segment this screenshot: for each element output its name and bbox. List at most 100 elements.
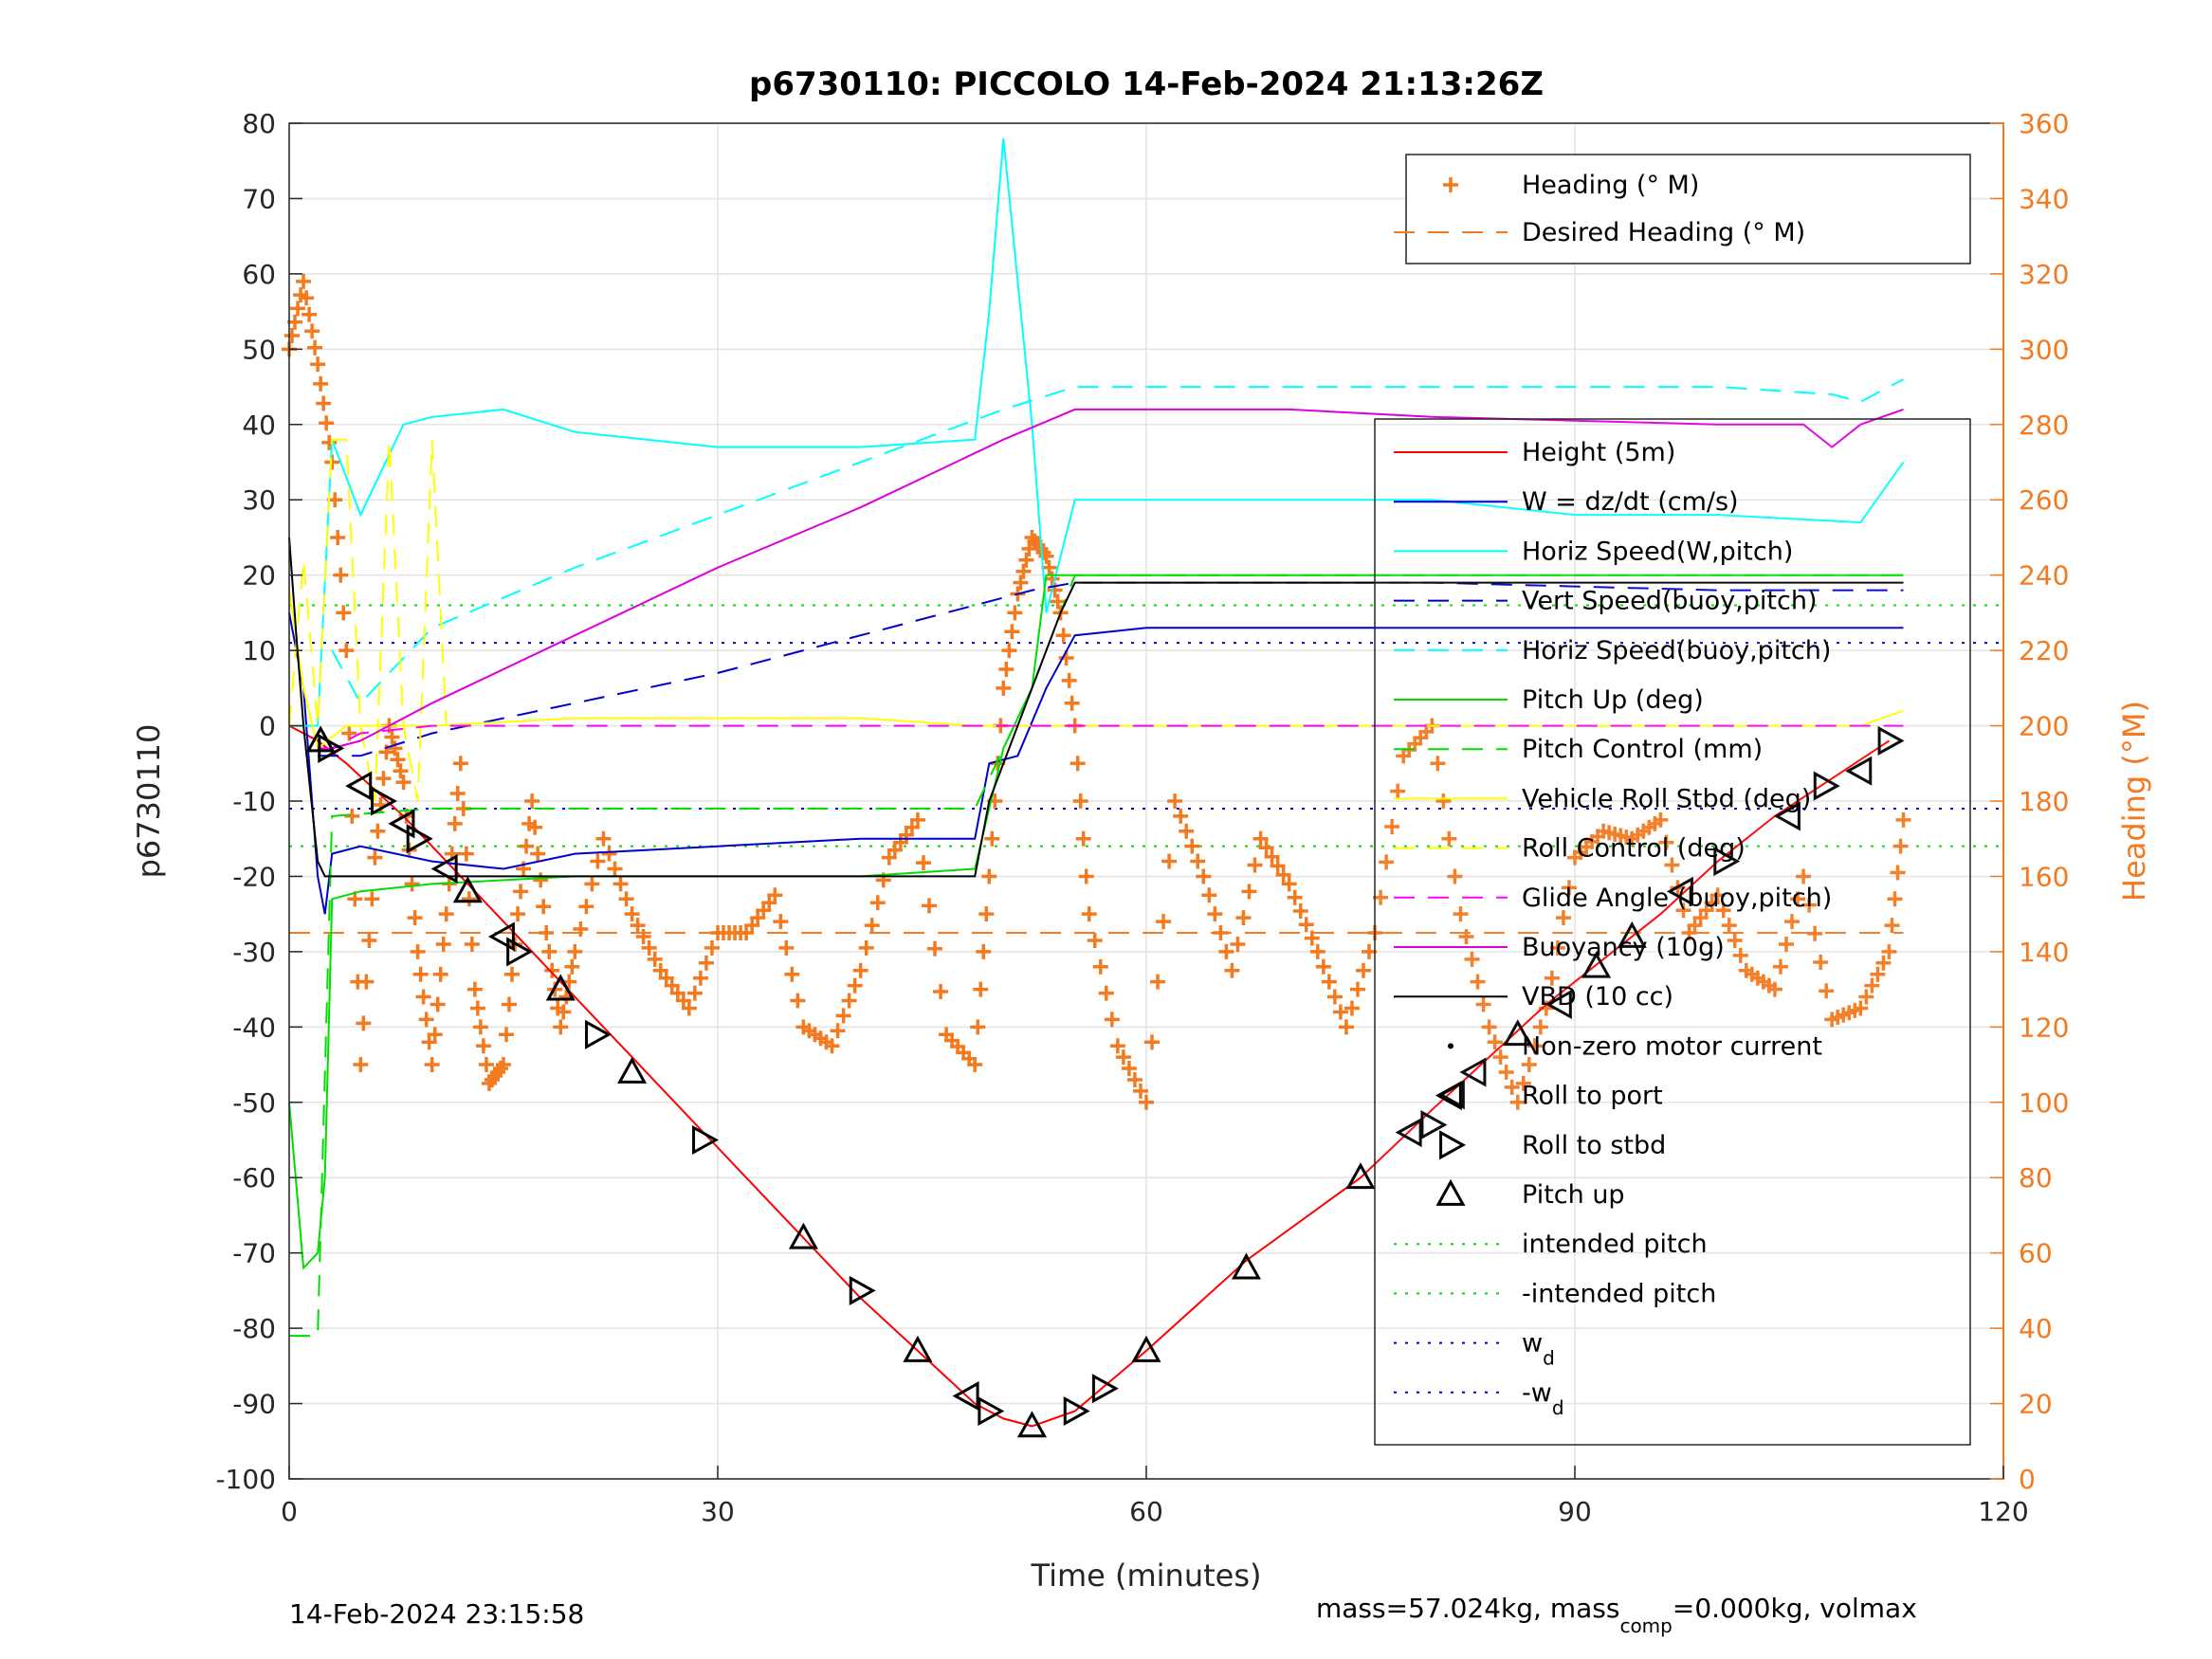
heading-point (1258, 840, 1274, 856)
legend-label: -wd (1522, 1378, 1564, 1419)
heading-point (1201, 887, 1217, 903)
marker-tri-up (1016, 1411, 1048, 1438)
marker-tri-right (1091, 1374, 1119, 1404)
heading-point (1007, 605, 1023, 621)
heading-point (1344, 1000, 1360, 1016)
y-tick-label: 30 (242, 484, 276, 516)
x-tick-label: 120 (1978, 1496, 2028, 1527)
heading-point (299, 290, 315, 306)
heading-point (1230, 936, 1246, 952)
heading-point (527, 819, 543, 835)
heading-point (1115, 1049, 1131, 1066)
marker-tri-up (1581, 951, 1612, 978)
heading-point (1252, 830, 1269, 847)
heading-point (313, 375, 329, 392)
y-right-tick-label: 200 (2019, 711, 2069, 742)
legend-swatch (1435, 1178, 1466, 1206)
heading-point (1509, 1094, 1526, 1110)
legend-label: Pitch Control (mm) (1522, 735, 1763, 764)
y-tick-label: 70 (242, 183, 276, 214)
heading-point (830, 1023, 846, 1039)
heading-point (1207, 906, 1223, 922)
legend-label: Horiz Speed(buoy,pitch) (1522, 636, 1831, 665)
legend-label-text: Vert Speed(buoy,pitch) (1522, 587, 1817, 616)
heading-point (567, 943, 583, 959)
legend-label-text: Desired Heading (° M) (1522, 218, 1805, 247)
heading-point (375, 771, 392, 787)
heading-point (778, 939, 795, 956)
y-tick-label: -80 (232, 1313, 276, 1344)
heading-point (1858, 989, 1874, 1005)
chart-title: p6730110: PICCOLO 14-Feb-2024 21:13:26Z (749, 65, 1544, 103)
y-right-tick-label: 80 (2019, 1162, 2053, 1194)
heading-point (1315, 958, 1331, 975)
y-tick-label: -100 (215, 1464, 276, 1495)
heading-point (438, 906, 454, 922)
heading-point (530, 846, 546, 862)
marker-tri-left (1845, 756, 1873, 786)
heading-point (573, 921, 589, 938)
legend-label-text: VBD (10 cc) (1522, 982, 1673, 1012)
heading-point (978, 906, 995, 922)
heading-point (1895, 811, 1911, 828)
heading-point (1156, 914, 1172, 930)
series-roll (288, 590, 1904, 751)
heading-point (336, 605, 352, 621)
heading-point (1778, 936, 1794, 952)
y-tick-label: 80 (242, 108, 276, 139)
legend-heading: Heading (° M) Desired Heading (° M) (1394, 154, 1971, 264)
heading-point (466, 981, 483, 997)
marker-tri-left (345, 771, 373, 801)
legend-label-text: -intended pitch (1522, 1279, 1716, 1308)
heading-point (1041, 559, 1057, 575)
heading-point (556, 1004, 572, 1020)
heading-point (418, 1012, 434, 1028)
heading-point (1384, 819, 1400, 835)
heading-point (344, 808, 360, 824)
heading-point (1709, 887, 1726, 903)
heading-point (1498, 1065, 1514, 1080)
legend-label-text: Vehicle Roll Stbd (deg) (1522, 784, 1811, 813)
heading-point (704, 939, 720, 956)
heading-point (533, 872, 549, 888)
marker-tri-left (430, 853, 458, 884)
heading-point (387, 740, 403, 757)
heading-point (1790, 891, 1806, 907)
heading-point (578, 899, 594, 915)
legend-label-text: Pitch up (1522, 1180, 1625, 1210)
heading-point (1475, 996, 1491, 1012)
heading-point (981, 868, 997, 884)
legend-label-sub: d (1552, 1396, 1564, 1419)
heading-point (909, 811, 925, 828)
heading-point (1853, 1000, 1869, 1016)
y-right-tick-label: 220 (2019, 635, 2069, 666)
heading-point (499, 1027, 515, 1043)
heading-point (539, 925, 555, 941)
series-pitch (289, 574, 1904, 1338)
x-tick-label: 30 (701, 1496, 735, 1527)
heading-point (1213, 925, 1229, 941)
heading-point (681, 1000, 697, 1016)
y-right-tick-label: 240 (2019, 560, 2069, 592)
heading-point (536, 899, 552, 915)
heading-point (1241, 884, 1257, 900)
heading-point (1281, 876, 1297, 892)
heading-point (432, 966, 448, 982)
heading-point (296, 273, 312, 289)
heading-point (1870, 966, 1886, 982)
y-right-tick-label: 180 (2019, 786, 2069, 817)
heading-point (472, 1019, 488, 1035)
y-tick-label: 20 (242, 560, 276, 592)
heading-point (496, 1057, 511, 1073)
y-tick-label: -30 (232, 937, 276, 968)
heading-point (510, 906, 526, 922)
heading-point (824, 1038, 840, 1054)
heading-point (447, 815, 463, 831)
heading-point (1435, 793, 1452, 809)
legend-label-text: Buoyancy (10g) (1522, 933, 1725, 962)
heading-point (1309, 943, 1325, 959)
heading-point (1013, 574, 1029, 591)
y-right-tick-label: 0 (2019, 1464, 2036, 1495)
heading-point (1015, 563, 1032, 579)
marker-tri-left (1395, 1118, 1422, 1148)
